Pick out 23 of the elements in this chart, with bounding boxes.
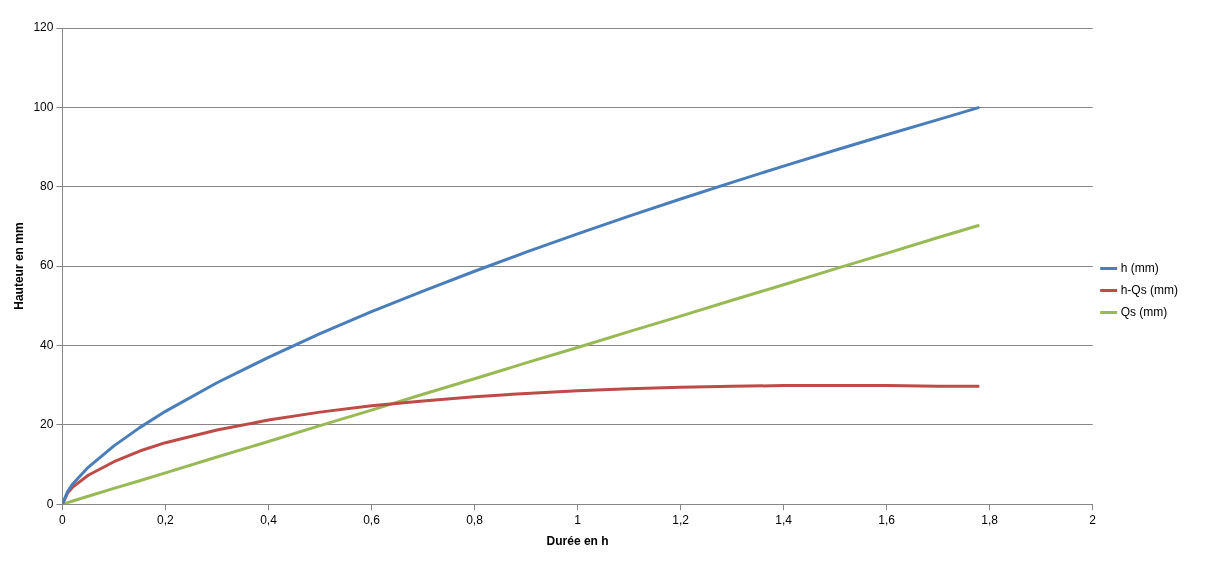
x-tick-label: 0 [59,512,67,527]
x-tick-label: 2 [1089,512,1097,527]
x-tick-label: 1,4 [775,512,793,527]
x-tick-label: 0,6 [363,512,381,527]
x-axis-title: Durée en h [546,534,609,549]
y-tick-label: 20 [40,417,54,432]
x-tick-label: 1,8 [981,512,999,527]
y-tick-label: 80 [40,179,54,194]
y-tick-label: 100 [33,99,54,114]
y-tick-label: 60 [40,258,54,273]
x-tick-label: 0,4 [260,512,278,527]
y-tick-label: 120 [33,20,54,35]
x-tick-label: 1,2 [672,512,690,527]
y-tick-label: 40 [40,337,54,352]
legend-label: Qs (mm) [1120,304,1168,319]
x-tick-label: 1,6 [878,512,896,527]
legend-label: h (mm) [1120,260,1159,275]
y-axis-title: Hauteur en mm [11,222,26,310]
x-tick-label: 1 [574,512,582,527]
x-tick-label: 0,8 [466,512,484,527]
x-tick-label: 0,2 [157,512,175,527]
legend-label: h-Qs (mm) [1120,282,1179,297]
y-tick-label: 0 [46,496,54,511]
